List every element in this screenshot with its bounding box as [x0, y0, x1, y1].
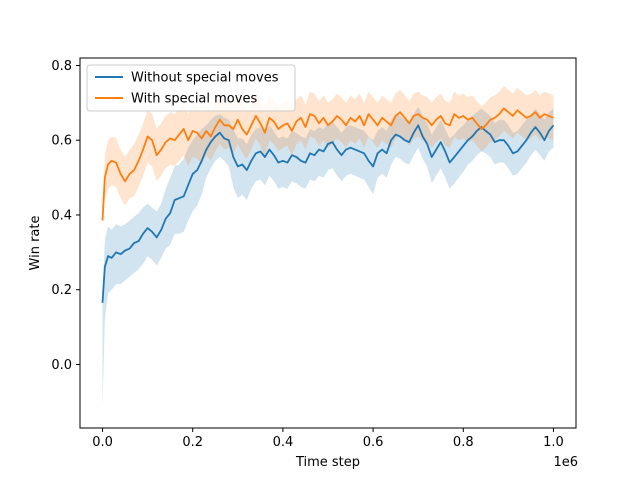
legend-box [86, 64, 296, 112]
x-axis-offset-text: 1e6 [553, 455, 578, 470]
confidence-band-1 [102, 106, 554, 410]
y-tick-label: 0.8 [51, 59, 72, 74]
x-tick-label: 1.0 [543, 435, 564, 450]
y-axis-label: Win rate [28, 216, 43, 271]
y-tick-label: 0.0 [51, 358, 72, 373]
y-tick-label: 0.4 [51, 208, 72, 223]
plot-frame [79, 57, 577, 429]
confidence-bands [102, 86, 554, 410]
x-tick-label: 0.4 [273, 435, 294, 450]
x-axis-label: Time step [295, 455, 360, 470]
x-tick-label: 0.6 [363, 435, 384, 450]
y-axis-ticks: 0.0 0.2 0.4 0.6 0.8 [51, 59, 80, 373]
series-lines [101, 107, 555, 303]
y-tick-label: 0.6 [51, 134, 72, 149]
legend-entry-2: With special moves [131, 92, 257, 107]
series-line-2 [101, 107, 554, 221]
confidence-band-2 [102, 86, 554, 221]
series-line-1 [101, 124, 555, 303]
y-tick-label: 0.2 [51, 283, 72, 298]
x-tick-label: 0.8 [453, 435, 474, 450]
x-tick-label: 0.2 [182, 435, 203, 450]
legend-entry-1: Without special moves [131, 71, 279, 86]
x-tick-label: 0.0 [92, 435, 113, 450]
x-axis-ticks: 0.0 0.2 0.4 0.6 0.8 1.0 [92, 428, 564, 450]
legend: Without special moves With special moves [86, 64, 296, 112]
